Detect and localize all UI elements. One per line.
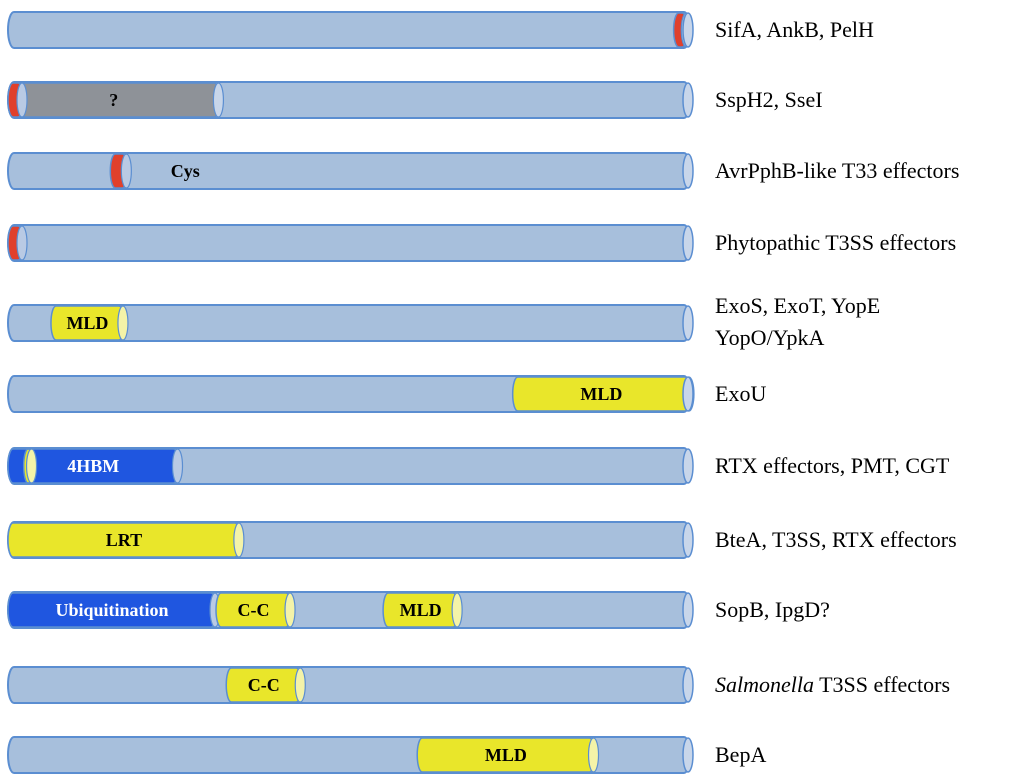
domain-yellow-mld: MLD <box>50 305 129 341</box>
domain-yellow-mld: MLD <box>511 376 695 412</box>
row-label-exos-line1: ExoS, ExoT, YopE <box>715 293 881 318</box>
row-label-salmonella-italic: Salmonella <box>715 672 814 697</box>
row-label-exou: ExoU <box>715 381 767 406</box>
protein-end-cap <box>682 305 694 341</box>
domain-yellow-cc: C-C <box>225 667 306 703</box>
protein-row-8: LRT <box>7 521 694 559</box>
protein-row-5: MLD <box>7 304 694 342</box>
protein-end-cap <box>682 592 694 628</box>
row-label-phytopathic: Phytopathic T3SS effectors <box>715 230 957 255</box>
row-label-bepa: BepA <box>715 742 767 767</box>
protein-row-6: MLD <box>7 375 695 413</box>
protein-end-cap <box>682 82 694 118</box>
domain-yellow-cc: C-C <box>215 592 296 628</box>
protein-end-cap <box>682 225 694 261</box>
domain-label: LRT <box>106 530 142 550</box>
domain-label: MLD <box>580 384 622 404</box>
domain-end-cap <box>284 592 296 628</box>
protein-end-cap <box>682 522 694 558</box>
row-label-rtx: RTX effectors, PMT, CGT <box>715 453 950 478</box>
domain-yellow-mld: MLD <box>382 592 463 628</box>
row-label-sifa: SifA, AnkB, PelH <box>715 17 874 42</box>
domain-yellow <box>22 448 38 484</box>
row-label-sopb: SopB, IpgD? <box>715 597 830 622</box>
domain-yellow-lrt: LRT <box>7 522 245 558</box>
domain-label: ? <box>109 90 118 110</box>
protein-bar <box>7 11 691 49</box>
row-label-exos-line2: YopO/YpkA <box>715 325 825 350</box>
protein-end-cap <box>682 153 694 189</box>
row-label-avrpphb: AvrPphB-like T33 effectors <box>715 158 960 183</box>
protein-row-11: MLD <box>7 736 694 774</box>
domain-end-cap <box>451 592 463 628</box>
protein-row-9: Ubiquitination C-C MLD <box>7 591 694 629</box>
domain-blue-4hbm: 4HBM <box>7 448 184 484</box>
domain-end-cap <box>16 225 28 261</box>
domain-end-cap <box>212 82 225 118</box>
domain-end-cap <box>117 305 129 341</box>
protein-end-cap <box>682 667 694 703</box>
domain-label: MLD <box>66 313 108 333</box>
domain-label: 4HBM <box>67 456 119 476</box>
row-label-salmonella-rest: T3SS effectors <box>814 672 951 697</box>
row-label-ssph2: SspH2, SseI <box>715 87 823 112</box>
domain-label: MLD <box>400 600 442 620</box>
protein-end-cap <box>682 376 694 412</box>
domain-end-cap <box>294 667 306 703</box>
protein-end-cap <box>682 12 694 48</box>
domain-end-cap <box>233 522 245 558</box>
domain-blue-ubiquitination: Ubiquitination <box>7 592 221 628</box>
domain-label: MLD <box>485 745 527 765</box>
domain-end-cap <box>171 448 184 484</box>
row-label-exos: ExoS, ExoT, YopE YopO/YpkA <box>715 290 880 354</box>
domain-end-cap <box>16 82 28 118</box>
domain-end-cap <box>25 448 38 484</box>
protein-end-cap <box>682 737 694 773</box>
protein-end-cap <box>682 448 694 484</box>
row-label-btea: BteA, T3SS, RTX effectors <box>715 527 957 552</box>
protein-row-4 <box>7 224 694 262</box>
protein-row-2: ? <box>7 81 694 119</box>
protein-row-7: 4HBM <box>7 447 694 485</box>
domain-label: C-C <box>248 675 280 695</box>
domain-label: Ubiquitination <box>55 600 168 620</box>
protein-row-1 <box>7 11 694 49</box>
protein-row-3: Cys <box>7 152 694 190</box>
domain-red <box>109 153 132 189</box>
domain-red <box>7 225 28 261</box>
row-label-salmonella: Salmonella T3SS effectors <box>715 669 950 701</box>
domain-end-cap <box>587 737 600 773</box>
domain-gray-: ? <box>7 82 225 118</box>
domain-red <box>7 82 28 118</box>
protein-bar <box>7 666 691 704</box>
cys-label: Cys <box>171 161 200 181</box>
domain-yellow-mld: MLD <box>416 737 600 773</box>
protein-bar <box>7 224 691 262</box>
protein-row-10: C-C <box>7 666 694 704</box>
domain-label: C-C <box>238 600 270 620</box>
domain-end-cap <box>120 153 132 189</box>
